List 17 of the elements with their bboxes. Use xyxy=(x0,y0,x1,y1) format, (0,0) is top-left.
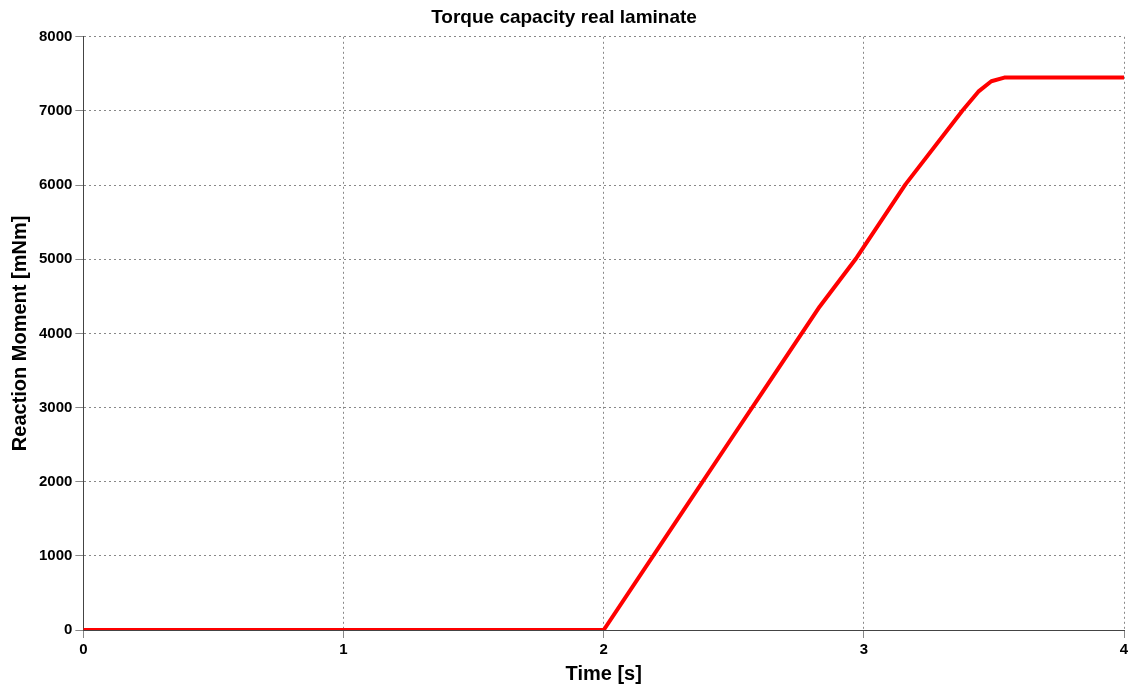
y-axis-title: Reaction Moment [mNm] xyxy=(7,215,30,452)
x-tick-label: 4 xyxy=(1119,640,1129,658)
y-tick-label: 8000 xyxy=(38,26,73,44)
y-tick-label: 5000 xyxy=(38,249,73,267)
x-tick-label: 3 xyxy=(859,640,869,658)
x-axis-title: Time [s] xyxy=(565,661,642,684)
x-tick-label: 1 xyxy=(339,640,348,658)
y-tick-label: 1000 xyxy=(38,545,73,563)
y-tick-label: 2000 xyxy=(38,471,73,489)
chart-title: Torque capacity real laminate xyxy=(431,5,697,27)
x-tick-label: 2 xyxy=(599,640,608,658)
x-tick-label: 0 xyxy=(79,640,88,658)
y-tick-label: 4000 xyxy=(38,323,73,341)
y-tick-label: 6000 xyxy=(38,175,73,193)
y-tick-label: 3000 xyxy=(38,397,73,415)
y-tick-label: 0 xyxy=(64,620,73,638)
y-tick-label: 7000 xyxy=(38,101,73,119)
